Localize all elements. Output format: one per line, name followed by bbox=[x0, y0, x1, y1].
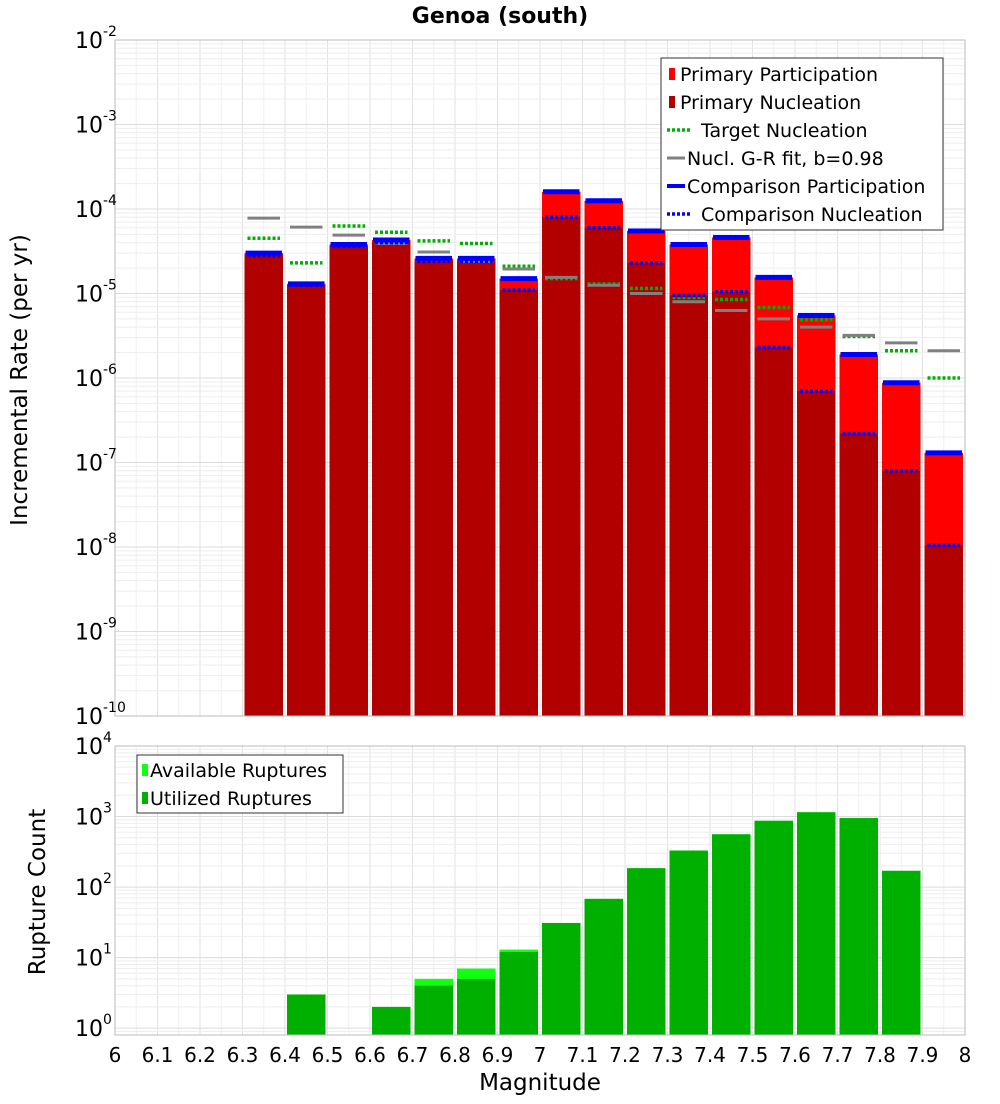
legend-swatch-available-ruptures bbox=[142, 764, 148, 776]
bar-utilized-ruptures bbox=[457, 978, 496, 1035]
x-tick-label: 6.1 bbox=[142, 1043, 174, 1067]
bar-utilized-ruptures bbox=[882, 870, 921, 1035]
bottom-y-tick-label: 101 bbox=[75, 942, 112, 972]
bar-utilized-ruptures bbox=[372, 1006, 411, 1035]
top-y-tick-label: 10-9 bbox=[75, 616, 117, 646]
bar-primary-nucleation bbox=[839, 433, 878, 716]
bar-primary-nucleation bbox=[797, 391, 836, 716]
bar-utilized-ruptures bbox=[542, 922, 581, 1035]
top-y-tick-label: 10-5 bbox=[75, 278, 117, 308]
legend-label-primary-nucleation: Primary Nucleation bbox=[680, 92, 861, 114]
top-y-tick-label: 10-8 bbox=[75, 531, 117, 561]
legend-label-available-ruptures: Available Ruptures bbox=[150, 760, 327, 782]
top-y-tick-label: 10-3 bbox=[75, 109, 117, 139]
legend-swatch-primary-nucleation bbox=[669, 96, 675, 108]
bar-utilized-ruptures bbox=[499, 952, 538, 1035]
x-tick-label: 7.9 bbox=[907, 1043, 939, 1067]
bar-utilized-ruptures bbox=[839, 818, 878, 1035]
bar-primary-nucleation bbox=[287, 285, 326, 716]
bar-primary-nucleation bbox=[754, 347, 793, 716]
x-tick-label: 6.3 bbox=[227, 1043, 259, 1067]
x-tick-label: 6.8 bbox=[439, 1043, 471, 1067]
bar-primary-nucleation bbox=[627, 262, 666, 716]
bar-primary-nucleation bbox=[457, 261, 496, 716]
top-y-tick-label: 10-7 bbox=[75, 447, 117, 477]
bar-primary-nucleation bbox=[924, 545, 963, 716]
x-tick-label: 7.1 bbox=[567, 1043, 599, 1067]
x-tick-label: 7.8 bbox=[864, 1043, 896, 1067]
legend-label-comparison-nucleation: Comparison Nucleation bbox=[701, 204, 923, 226]
bar-primary-nucleation bbox=[542, 217, 581, 716]
bar-utilized-ruptures bbox=[414, 985, 453, 1035]
legend-label-nucl-g-r-fit-b-0-98: Nucl. G-R fit, b=0.98 bbox=[687, 148, 884, 170]
bar-utilized-ruptures bbox=[754, 820, 793, 1035]
x-tick-label: 7 bbox=[534, 1043, 547, 1067]
bar-primary-nucleation bbox=[669, 295, 708, 716]
bar-utilized-ruptures bbox=[712, 834, 751, 1035]
bar-utilized-ruptures bbox=[287, 994, 326, 1035]
legend-label-utilized-ruptures: Utilized Ruptures bbox=[150, 788, 312, 810]
x-tick-label: 6.2 bbox=[184, 1043, 216, 1067]
x-tick-label: 7.4 bbox=[694, 1043, 726, 1067]
x-tick-label: 6 bbox=[109, 1043, 122, 1067]
chart-title: Genoa (south) bbox=[412, 4, 588, 29]
plot-frame-top bbox=[114, 39, 966, 717]
bar-primary-nucleation bbox=[584, 227, 623, 716]
x-axis-title: Magnitude bbox=[479, 1070, 601, 1096]
legend-swatch-utilized-ruptures bbox=[142, 792, 148, 804]
x-tick-label: 7.5 bbox=[737, 1043, 769, 1067]
top-y-tick-label: 10-6 bbox=[75, 362, 117, 392]
bar-utilized-ruptures bbox=[627, 868, 666, 1035]
bar-primary-nucleation bbox=[414, 261, 453, 716]
top-y-tick-label: 10-2 bbox=[75, 24, 117, 54]
legend-label-target-nucleation: Target Nucleation bbox=[700, 120, 868, 142]
x-tick-label: 7.7 bbox=[822, 1043, 854, 1067]
legend-swatch-primary-participation bbox=[669, 68, 675, 80]
x-tick-label: 6.9 bbox=[482, 1043, 514, 1067]
x-tick-label: 7.2 bbox=[609, 1043, 641, 1067]
bottom-y-tick-label: 104 bbox=[75, 730, 112, 760]
top-y-tick-label: 10-4 bbox=[75, 193, 117, 223]
bar-primary-nucleation bbox=[882, 470, 921, 716]
bar-primary-nucleation bbox=[372, 242, 411, 717]
legend-label-primary-participation: Primary Participation bbox=[680, 64, 878, 86]
x-tick-label: 7.3 bbox=[652, 1043, 684, 1067]
bar-primary-nucleation bbox=[244, 255, 283, 716]
bar-primary-nucleation bbox=[329, 246, 368, 716]
y-axis-title-rate: Incremental Rate (per yr) bbox=[7, 234, 33, 526]
bar-primary-nucleation bbox=[712, 291, 751, 716]
legend-top bbox=[660, 57, 944, 231]
plot-frame-bottom bbox=[114, 745, 966, 1036]
bar-primary-nucleation bbox=[499, 290, 538, 716]
x-tick-label: 6.5 bbox=[312, 1043, 344, 1067]
legend-label-comparison-participation: Comparison Participation bbox=[687, 176, 925, 198]
x-tick-label: 6.7 bbox=[397, 1043, 429, 1067]
x-tick-label: 6.4 bbox=[269, 1043, 301, 1067]
x-tick-label: 6.6 bbox=[354, 1043, 386, 1067]
x-tick-label: 8 bbox=[959, 1043, 972, 1067]
bottom-y-tick-label: 100 bbox=[75, 1012, 112, 1042]
legend-bottom bbox=[136, 754, 344, 814]
top-y-tick-label: 10-10 bbox=[75, 700, 126, 730]
x-tick-label: 7.6 bbox=[779, 1043, 811, 1067]
bottom-y-tick-label: 103 bbox=[75, 801, 112, 831]
bottom-y-tick-label: 102 bbox=[75, 871, 112, 901]
bar-utilized-ruptures bbox=[797, 812, 836, 1035]
bar-utilized-ruptures bbox=[584, 898, 623, 1035]
y-axis-title-count: Rupture Count bbox=[25, 809, 51, 975]
bar-utilized-ruptures bbox=[669, 850, 708, 1035]
